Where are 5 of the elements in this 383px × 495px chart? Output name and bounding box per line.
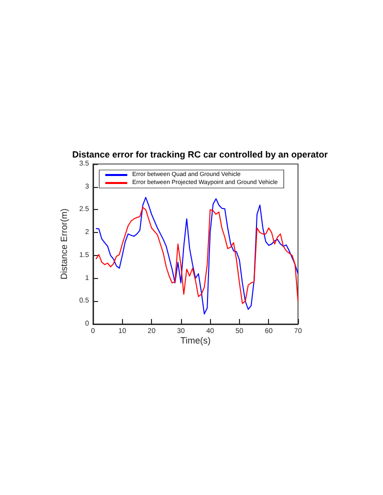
y-axis-title: Distance Error(m) [58, 208, 69, 280]
chart-title: Distance error for tracking RC car controlled by an operator [72, 150, 328, 160]
x-axis-title: Time(s) [180, 336, 211, 346]
line-series [95, 196, 298, 314]
line-series [95, 206, 298, 304]
